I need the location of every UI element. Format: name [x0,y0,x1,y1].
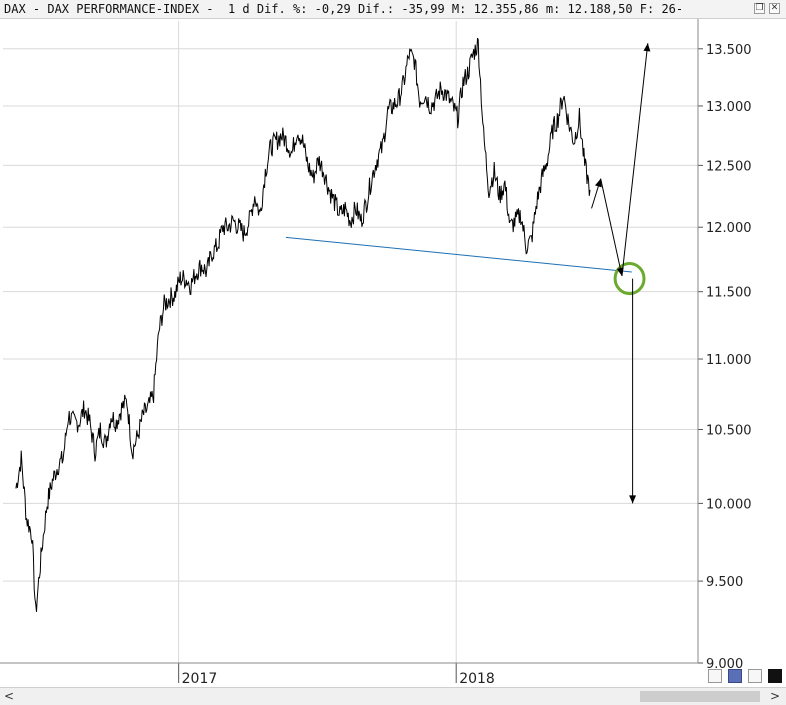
y-tick-label: 11.500 [706,286,752,301]
chart-toolbar [706,669,786,685]
projection-arrow-head [595,178,602,188]
scroll-thumb[interactable] [640,691,760,702]
pin-icon[interactable] [748,669,762,683]
scroll-left-icon[interactable]: < [4,689,15,703]
y-tick-label: 12.000 [706,221,752,236]
restore-icon[interactable]: ❐ [754,3,765,14]
y-tick-label: 13.500 [706,43,752,58]
scroll-right-icon[interactable]: > [770,689,781,703]
y-tick-label: 9.000 [706,657,743,672]
y-tick-label: 10.000 [706,497,752,512]
x-tick-label: 2017 [182,671,218,687]
close-icon[interactable]: ✕ [769,3,780,14]
refresh-icon[interactable] [708,669,722,683]
y-tick-label: 11.000 [706,353,752,368]
color-swatch-icon[interactable] [768,669,782,683]
save-icon[interactable] [728,669,742,683]
y-tick-label: 12.500 [706,159,752,174]
price-series-line [15,37,591,612]
plot-area [0,19,698,663]
window-title: DAX - DAX PERFORMANCE-INDEX - 1 d Dif. %… [4,2,684,16]
price-chart[interactable]: 9.000 9.500 10.000 10.500 11.000 11.500 12.000… [0,19,786,687]
title-bar: DAX - DAX PERFORMANCE-INDEX - 1 d Dif. %… [0,0,786,19]
projection-arrow-head [629,495,637,504]
projection-arrow-line [600,178,623,277]
projection-arrow-line [621,43,649,277]
projection-arrow-head [643,43,651,52]
y-tick-label: 13.000 [706,100,752,115]
y-tick-label: 9.500 [706,575,743,590]
horizontal-scrollbar[interactable]: < > [0,687,786,705]
y-tick-label: 10.500 [706,423,752,438]
support-trendline [285,236,632,273]
highlight-ellipse [613,262,646,296]
x-tick-label: 2018 [459,671,495,687]
